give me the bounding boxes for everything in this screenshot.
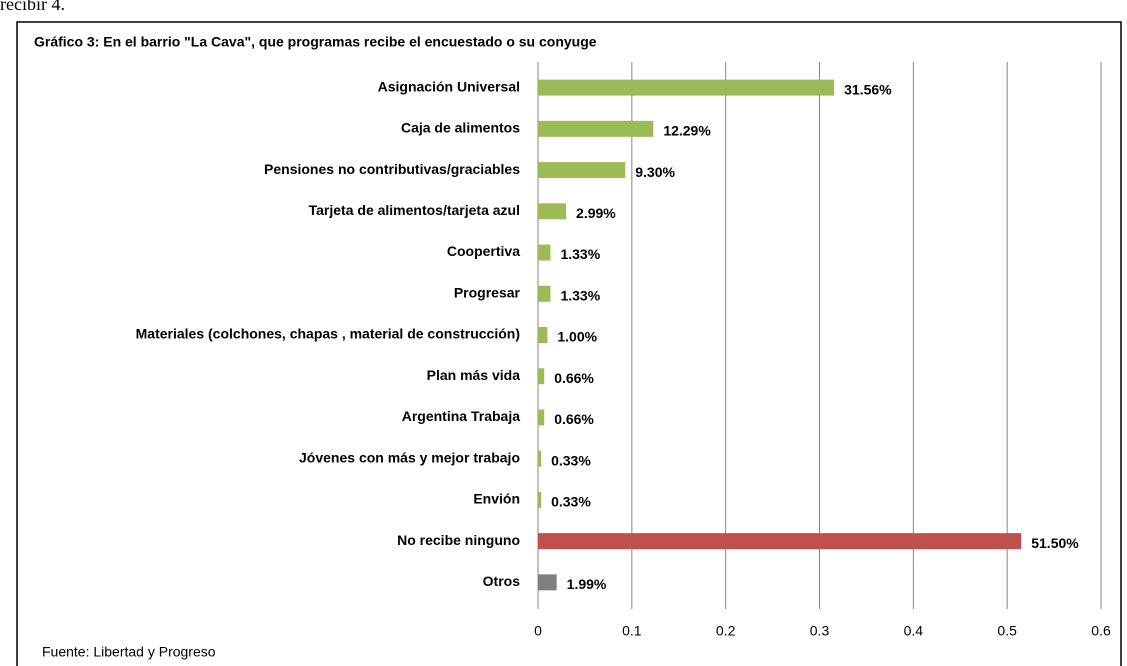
x-tick-label: 0.6 (1091, 623, 1111, 639)
value-label: 9.30% (635, 164, 675, 180)
value-label: 0.66% (554, 370, 594, 386)
bar (538, 203, 567, 220)
y-tick-label: Materiales (colchones, chapas , material… (136, 326, 520, 342)
bar (538, 162, 626, 179)
bar (538, 491, 542, 508)
y-tick-label: Tarjeta de alimentos/tarjeta azul (309, 202, 520, 218)
y-tick-label: Otros (483, 573, 521, 589)
y-tick-label: Jóvenes con más y mejor trabajo (299, 449, 520, 465)
x-tick-label: 0.1 (622, 623, 642, 639)
x-tick-label: 0.4 (904, 623, 924, 639)
y-tick-label: No recibe ninguno (397, 532, 520, 548)
value-label: 51.50% (1031, 535, 1079, 551)
bar (538, 450, 542, 467)
y-tick-label: Plan más vida (427, 367, 521, 383)
bar (538, 409, 545, 426)
x-tick-label: 0.2 (716, 623, 736, 639)
x-tick-label: 0.5 (997, 623, 1017, 639)
value-label: 0.33% (551, 452, 591, 468)
x-tick-label: 0.3 (810, 623, 830, 639)
value-label: 0.66% (554, 411, 594, 427)
value-label: 1.33% (560, 287, 600, 303)
bar (538, 574, 557, 591)
value-label: 1.99% (567, 576, 607, 592)
value-label: 12.29% (663, 123, 711, 139)
bar (538, 368, 545, 385)
value-label: 1.33% (560, 246, 600, 262)
value-label: 0.33% (551, 494, 591, 510)
bar (538, 244, 551, 261)
y-tick-label: Caja de alimentos (401, 120, 520, 136)
y-tick-label: Pensiones no contributivas/graciables (264, 161, 520, 177)
value-label: 2.99% (576, 205, 616, 221)
source: Fuente: Libertad y Progreso (42, 644, 216, 660)
x-tick-label: 0 (534, 623, 542, 639)
y-tick-label: Coopertiva (447, 243, 520, 259)
bar (538, 327, 548, 343)
bar (538, 120, 654, 137)
y-tick-label: Envión (473, 491, 520, 507)
value-label: 1.00% (557, 329, 597, 345)
y-tick-label: Progresar (454, 284, 521, 300)
y-tick-label: Argentina Trabaja (402, 408, 520, 424)
chart-title: Gráfico 3: En el barrio "La Cava", que p… (34, 34, 597, 50)
context-text: recibir 4. (0, 0, 65, 14)
bar (538, 79, 835, 96)
value-label: 31.56% (844, 81, 892, 97)
y-tick-label: Asignación Universal (378, 78, 520, 94)
bar (538, 285, 551, 302)
bar (538, 533, 1022, 550)
